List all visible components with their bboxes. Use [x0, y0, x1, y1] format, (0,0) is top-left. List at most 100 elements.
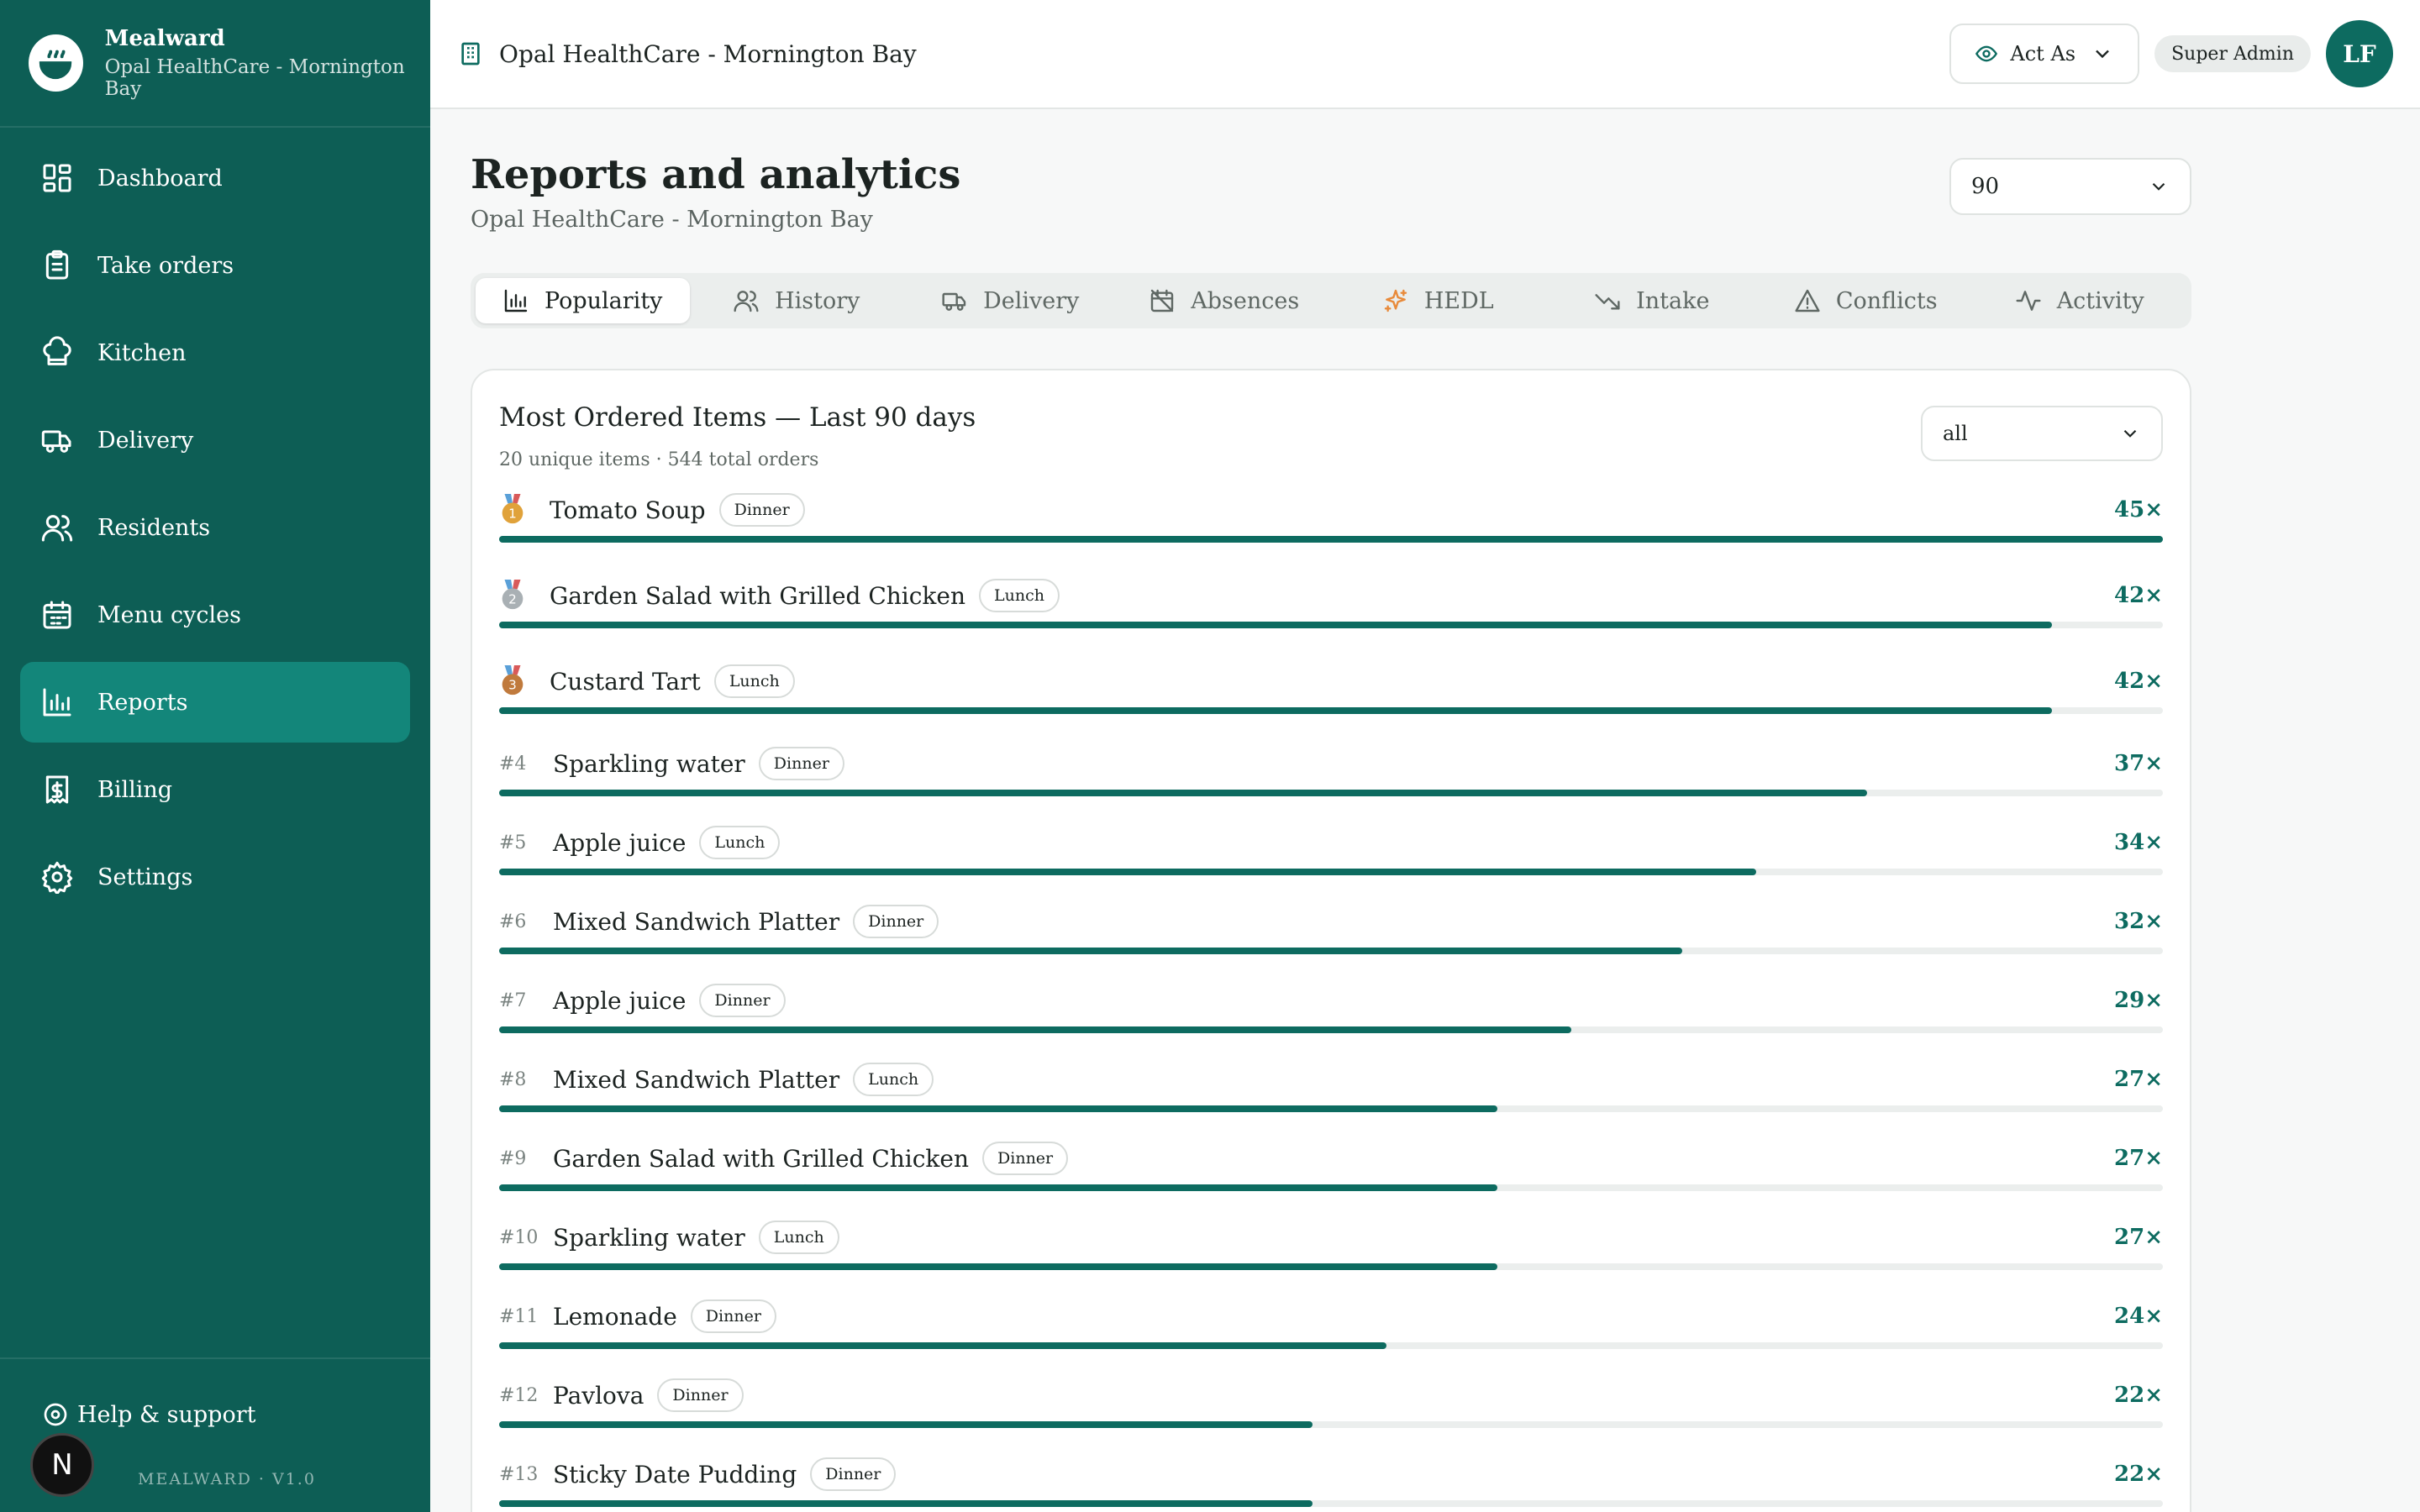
version-label: MEALWARD · V1.0: [138, 1470, 316, 1488]
sidebar-item-billing[interactable]: Billing: [20, 749, 410, 830]
tab-history[interactable]: History: [690, 278, 904, 323]
list-item[interactable]: #12 Pavlova Dinner 22×: [499, 1374, 2163, 1428]
meal-tag: Dinner: [853, 905, 939, 938]
item-name: Apple juice: [553, 828, 687, 857]
dashboard-icon: [43, 164, 71, 192]
gold-medal-icon: 1: [502, 494, 523, 524]
list-item[interactable]: 2 Garden Salad with Grilled Chicken Lunch 4…: [499, 575, 2163, 628]
receipt-icon: [45, 775, 69, 804]
order-count: 34×: [2114, 830, 2163, 855]
bowl-logo-icon: [29, 34, 83, 92]
bar-track: [499, 1421, 2163, 1428]
list-item[interactable]: #10 Sparkling water Lunch 27×: [499, 1216, 2163, 1270]
item-name: Tomato Soup: [550, 496, 706, 524]
tab-absences[interactable]: Absences: [1118, 278, 1332, 323]
tab-popularity[interactable]: Popularity: [476, 278, 690, 323]
meal-tag: Dinner: [699, 984, 786, 1017]
svg-text:2: 2: [508, 592, 517, 607]
chevron-down-icon: [2123, 429, 2137, 438]
page-title: Reports and analytics: [471, 151, 961, 198]
order-count: 27×: [2114, 1225, 2163, 1250]
order-count: 32×: [2114, 909, 2163, 934]
truck-icon: [41, 430, 71, 453]
act-as-button[interactable]: Act As: [1949, 24, 2140, 84]
meal-tag: Dinner: [758, 747, 844, 780]
list-item[interactable]: #7 Apple juice Dinner 29×: [499, 979, 2163, 1033]
avatar[interactable]: LF: [2326, 20, 2393, 87]
sidebar: Mealward Opal HealthCare - Mornington Ba…: [0, 0, 430, 1512]
list-item[interactable]: #8 Mixed Sandwich Platter Lunch 27×: [499, 1058, 2163, 1112]
tab-conflicts[interactable]: Conflicts: [1759, 278, 1973, 323]
list-item[interactable]: #9 Garden Salad with Grilled Chicken Dinne…: [499, 1137, 2163, 1191]
rank-label: #11: [499, 1305, 539, 1327]
meal-tag: Dinner: [690, 1299, 776, 1333]
sidebar-nav: Dashboard Take orders Kitchen Delivery Resid…: [0, 128, 430, 934]
card-title: Most Ordered Items — Last 90 days: [499, 402, 976, 433]
sidebar-item-residents[interactable]: Residents: [20, 487, 410, 568]
sidebar-item-take-orders[interactable]: Take orders: [20, 225, 410, 306]
list-item[interactable]: 1 Tomato Soup Dinner 45×: [499, 489, 2163, 543]
tab-label: Conflicts: [1835, 287, 1938, 314]
topbar-facility: Opal HealthCare - Mornington Bay: [499, 39, 917, 68]
meal-filter-select[interactable]: all: [1921, 406, 2163, 461]
tab-hedl[interactable]: HEDL: [1331, 278, 1545, 323]
order-count: 27×: [2114, 1146, 2163, 1171]
meal-filter-value: all: [1943, 422, 1968, 445]
sidebar-item-label: Reports: [97, 689, 188, 716]
sidebar-item-menu-cycles[interactable]: Menu cycles: [20, 575, 410, 655]
range-select[interactable]: 90: [1949, 158, 2191, 215]
list-item[interactable]: #5 Apple juice Lunch 34×: [499, 822, 2163, 875]
brand-facility: Opal HealthCare - Mornington Bay: [104, 56, 405, 100]
users-icon: [734, 291, 759, 312]
sidebar-item-kitchen[interactable]: Kitchen: [20, 312, 410, 393]
bronze-medal-icon: 3: [502, 665, 523, 696]
card-summary: 20 unique items · 544 total orders: [499, 449, 819, 470]
item-name: Mixed Sandwich Platter: [553, 907, 840, 936]
calendar-icon: [43, 601, 71, 629]
tab-delivery[interactable]: Delivery: [903, 278, 1118, 323]
bar-chart-icon: [43, 688, 71, 717]
rank-label: #4: [499, 753, 527, 774]
list-item[interactable]: #6 Mixed Sandwich Platter Dinner 32×: [499, 900, 2163, 954]
help-support-link[interactable]: Help & support: [42, 1401, 255, 1428]
sidebar-item-label: Dashboard: [97, 165, 223, 192]
bar-fill: [499, 869, 1756, 875]
tab-label: Delivery: [983, 287, 1080, 314]
page-subtitle: Opal HealthCare - Mornington Bay: [471, 207, 873, 233]
activity-icon: [2016, 291, 2041, 311]
popularity-list: 1 Tomato Soup Dinner 45× 2 Garden Salad with …: [499, 489, 2163, 1512]
bar-chart-icon: [504, 289, 528, 312]
sidebar-item-dashboard[interactable]: Dashboard: [20, 138, 410, 218]
list-item[interactable]: #11 Lemonade Dinner 24×: [499, 1295, 2163, 1349]
tab-activity[interactable]: Activity: [1973, 278, 2187, 323]
item-name: Pavlova: [553, 1381, 644, 1410]
sidebar-item-label: Take orders: [97, 252, 234, 279]
sidebar-item-delivery[interactable]: Delivery: [20, 400, 410, 480]
help-label: Help & support: [77, 1401, 256, 1428]
bar-track: [499, 1026, 2163, 1033]
rank-label: #5: [499, 832, 527, 853]
help-icon: [44, 1403, 67, 1426]
svg-text:1: 1: [508, 507, 517, 522]
order-count: 22×: [2114, 1462, 2163, 1487]
tab-label: Absences: [1191, 287, 1300, 314]
tab-label: HEDL: [1423, 287, 1494, 314]
n-badge[interactable]: N: [30, 1433, 94, 1497]
list-item[interactable]: #4 Sparkling water Dinner 37×: [499, 743, 2163, 796]
main-area: Opal HealthCare - Mornington Bay Act As …: [430, 0, 2420, 1512]
bar-fill: [499, 1421, 1313, 1428]
bar-fill: [499, 1184, 1497, 1191]
list-item[interactable]: 3 Custard Tart Lunch 42×: [499, 660, 2163, 714]
tab-intake[interactable]: Intake: [1545, 278, 1760, 323]
trending-down-icon: [1595, 294, 1620, 310]
chef-hat-icon: [43, 336, 71, 365]
item-name: Lemonade: [553, 1302, 677, 1331]
rank-label: #12: [499, 1384, 539, 1406]
sidebar-item-settings[interactable]: Settings: [20, 837, 410, 917]
list-item[interactable]: #13 Sticky Date Pudding Dinner 22×: [499, 1453, 2163, 1507]
calendar-off-icon: [1151, 289, 1174, 312]
bar-track: [499, 790, 2163, 796]
bar-fill: [499, 536, 2163, 543]
sidebar-item-reports[interactable]: Reports: [20, 662, 410, 743]
brand[interactable]: Mealward Opal HealthCare - Mornington Ba…: [0, 0, 430, 128]
